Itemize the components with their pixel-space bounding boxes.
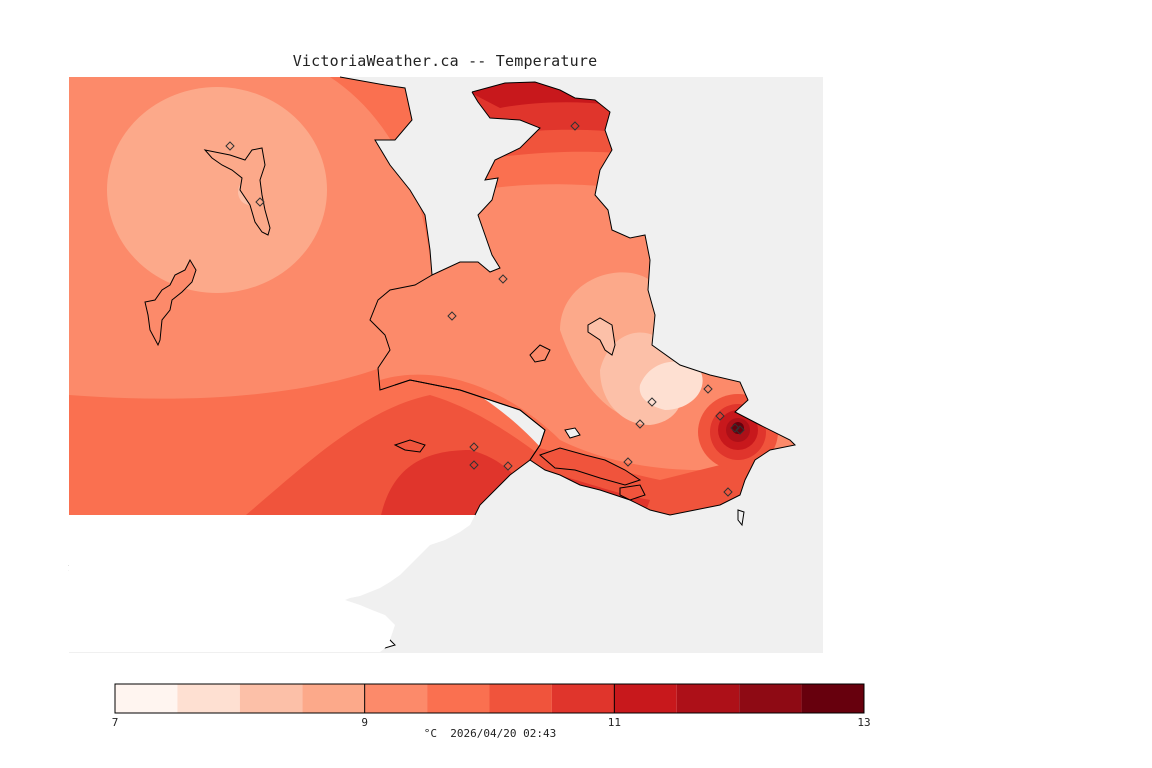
colorbar-tick-label: 13: [857, 716, 870, 729]
colorbar-bin: [302, 684, 365, 713]
colorbar-tick-label: 9: [361, 716, 368, 729]
station-marker: [715, 411, 725, 421]
station-marker: [570, 121, 580, 131]
station-markers: [225, 121, 745, 497]
station-marker: [503, 461, 513, 471]
coastlines: [68, 76, 797, 652]
station-marker: [647, 397, 657, 407]
station-marker: [498, 274, 508, 284]
colorbar-bin: [489, 684, 552, 713]
station-marker: [469, 442, 479, 452]
station-marker: [635, 419, 645, 429]
unit-label: °C: [423, 727, 438, 740]
station-marker: [723, 487, 733, 497]
colorbar-tick-label: 7: [112, 716, 119, 729]
map-title: VictoriaWeather.ca -- Temperature: [292, 52, 598, 70]
colorbar-bin: [676, 684, 740, 713]
colorbar-bin: [614, 684, 677, 713]
station-marker: [730, 423, 740, 433]
station-marker: [623, 457, 633, 467]
colorbar-bins: [115, 684, 864, 713]
colorbar-bin: [739, 684, 802, 713]
station-marker: [447, 311, 457, 321]
colorbar-bin: [115, 684, 178, 713]
station-marker: [703, 384, 713, 394]
colorbar-ticks: 7 9 11 13: [112, 684, 871, 729]
station-marker: [255, 197, 265, 207]
colorbar-bin: [177, 684, 240, 713]
colorbar-bin: [801, 684, 864, 713]
colorbar-bin: [427, 684, 490, 713]
colorbar-caption: °C 2026/04/20 02:43: [0, 727, 980, 740]
timestamp-label: 2026/04/20 02:43: [450, 727, 557, 740]
colorbar-bin: [239, 684, 303, 713]
station-marker: [469, 460, 479, 470]
station-marker: [735, 425, 745, 435]
colorbar-bin: [551, 684, 615, 713]
colorbar-tick-label: 11: [608, 716, 621, 729]
station-marker: [225, 141, 235, 151]
colorbar-bin: [364, 684, 428, 713]
